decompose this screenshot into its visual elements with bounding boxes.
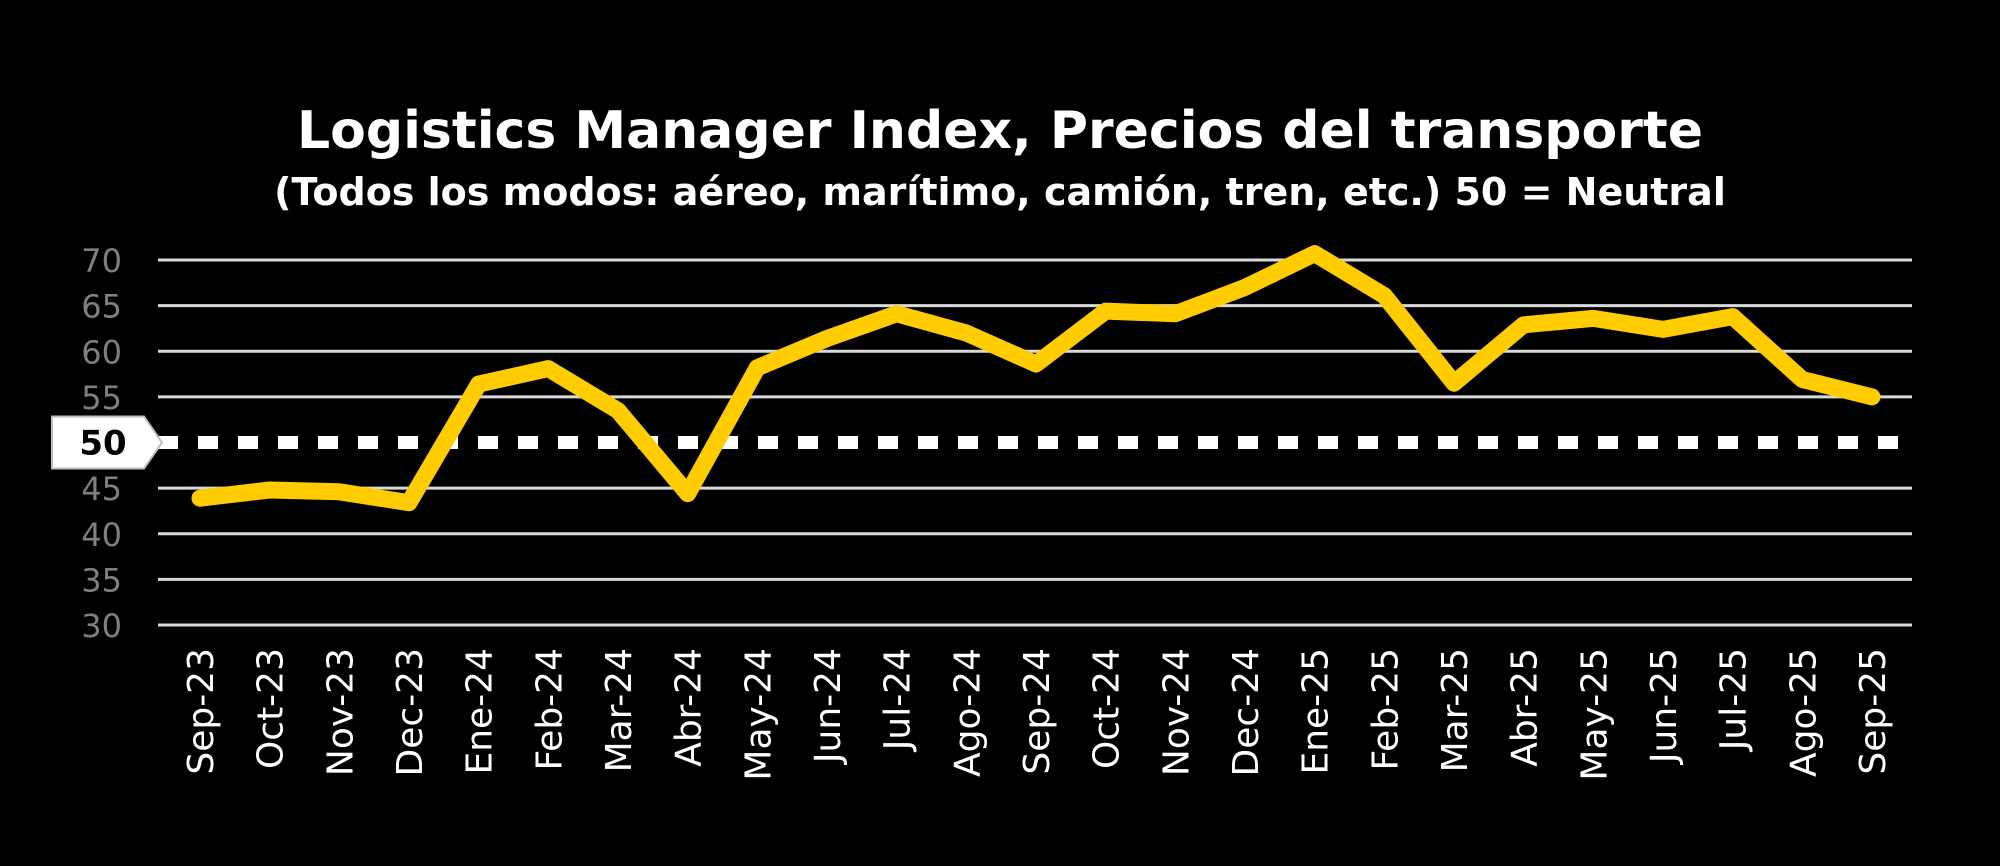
y-tick-label: 60 [81,333,122,371]
chart-title: Logistics Manager Index, Precios del tra… [297,101,1703,161]
data-point [1587,312,1600,325]
data-point [681,487,694,500]
chart-subtitle: (Todos los modos: aéreo, marítimo, camió… [274,170,1726,214]
neutral-label-box [51,415,164,470]
data-point [1169,307,1182,320]
y-tick-label: 35 [81,561,122,599]
data-point [1866,390,1878,403]
data-point [1657,323,1669,336]
x-tick-label: Sep-24 [1017,648,1058,775]
data-point [1030,358,1042,371]
x-tick-label: Oct-23 [251,648,292,769]
neutral-reference: 50 [51,415,1912,470]
x-tick-label: Sep-23 [181,648,222,775]
data-point [1726,310,1739,323]
x-tick-label: Feb-25 [1365,648,1406,771]
y-tick-label: 40 [81,516,122,554]
y-tick-label: 45 [81,470,122,508]
x-tick-label: Feb-24 [529,648,570,771]
x-tick-label: Nov-23 [320,648,361,776]
y-tick-label: 30 [81,607,122,645]
x-tick-label: Abr-24 [669,648,710,767]
x-tick-label: Abr-25 [1505,648,1546,767]
data-point [821,332,833,345]
data-point [612,404,624,417]
neutral-label: 50 [79,424,126,464]
x-tick-label: Dec-24 [1226,648,1267,776]
data-point [1448,377,1460,390]
data-point [472,378,485,391]
data-point [1378,289,1391,302]
x-tick-label: Mar-25 [1435,648,1476,772]
data-point [1796,373,1809,386]
x-tick-label: Jun-25 [1644,648,1685,765]
series-line [191,245,1881,512]
data-point [403,496,415,509]
data-point [1099,305,1112,318]
y-tick-label: 70 [81,242,122,280]
x-tick-label: Jun-24 [808,648,849,765]
data-point [751,361,764,374]
data-point [263,483,276,496]
x-tick-label: Mar-24 [599,648,640,772]
data-point [1239,281,1251,294]
x-tick-label: Jul-24 [878,648,919,752]
gridlines [158,258,1912,627]
x-axis-ticks: Sep-23 Oct-23 Nov-23 Dec-23 Ene-24 Feb-24 Mar-… [181,648,1894,781]
x-tick-label: Jul-25 [1714,648,1755,752]
data-point [1308,247,1321,260]
data-point [194,492,206,505]
y-tick-label: 65 [81,288,122,326]
data-point [333,485,346,498]
series [191,245,1881,512]
x-tick-label: Ago-24 [947,648,988,777]
x-tick-label: Sep-25 [1853,648,1894,775]
x-tick-label: Ene-24 [460,648,501,775]
x-tick-label: Ene-25 [1296,648,1337,775]
data-point [1517,318,1530,331]
x-tick-label: Oct-24 [1087,648,1128,769]
x-tick-label: Ago-25 [1783,648,1824,777]
data-point [960,327,973,339]
y-tick-label: 55 [81,379,122,417]
x-tick-label: May-25 [1574,648,1615,781]
data-point [890,307,903,320]
x-tick-label: Dec-23 [390,648,431,776]
data-point [542,362,555,375]
x-tick-label: May-24 [738,648,779,781]
x-tick-label: Nov-24 [1156,648,1197,776]
y-axis-ticks: 30 35 40 45 55 60 65 70 [81,242,122,645]
